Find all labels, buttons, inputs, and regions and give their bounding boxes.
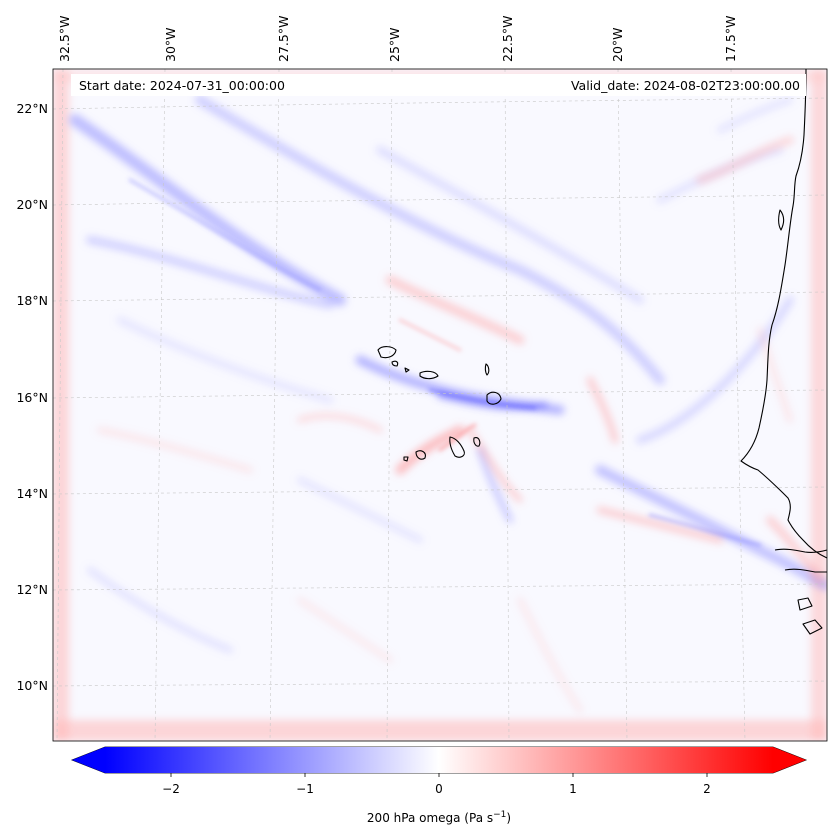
colorbar-min-extend bbox=[72, 747, 105, 773]
lon-label: 32.5°W bbox=[57, 16, 72, 62]
lon-label: 27.5°W bbox=[276, 16, 291, 62]
lat-label: 20°N bbox=[16, 197, 48, 212]
gridlines bbox=[52, 68, 828, 742]
lat-label: 18°N bbox=[16, 293, 48, 308]
colorbar-tick-label: 1 bbox=[569, 782, 577, 796]
island-santo-antao bbox=[377, 346, 397, 359]
ascent-bands bbox=[69, 95, 827, 653]
detail-streaks bbox=[128, 178, 762, 547]
colorbar-label-prefix: 200 hPa omega (Pa s bbox=[367, 811, 493, 825]
latitude-labels: 22°N 20°N 18°N 16°N 14°N 12°N 10°N bbox=[16, 101, 48, 693]
colorbar-ticks bbox=[170, 773, 708, 777]
island-santa-luzia bbox=[404, 367, 410, 373]
colorbar-label-sup: −1 bbox=[493, 810, 506, 820]
island-sal bbox=[484, 363, 490, 376]
lon-label: 30°W bbox=[163, 27, 178, 62]
colorbar: −2 −1 0 1 2 200 hPa omega (Pa s−1) bbox=[70, 746, 808, 825]
map-background bbox=[53, 69, 827, 741]
map-frame bbox=[52, 68, 828, 742]
island-fogo bbox=[415, 450, 426, 460]
colorbar-tick-label: 2 bbox=[703, 782, 711, 796]
lon-label: 20°W bbox=[610, 27, 625, 62]
island-boa-vista bbox=[486, 391, 502, 405]
africa-coastline bbox=[740, 68, 828, 559]
lon-label: 25°W bbox=[387, 27, 402, 62]
lon-label: 22.5°W bbox=[500, 16, 515, 62]
start-date: Start date: 2024-07-31_00:00:00 bbox=[79, 78, 285, 93]
valid-date: Valid_date: 2024-08-02T23:00:00.00 bbox=[571, 78, 800, 93]
island-sao-nicolau bbox=[419, 370, 439, 380]
colorbar-max-extend bbox=[773, 747, 806, 773]
colorbar-tick-label: −1 bbox=[296, 782, 314, 796]
colorbar-label-suffix: ) bbox=[506, 811, 511, 825]
island-sao-vicente bbox=[391, 360, 399, 367]
lat-label: 16°N bbox=[16, 390, 48, 405]
colorbar-tick-label: 0 bbox=[435, 782, 443, 796]
island-maio bbox=[473, 437, 481, 447]
lat-label: 22°N bbox=[16, 101, 48, 116]
header-band bbox=[71, 74, 806, 96]
colorbar-label: 200 hPa omega (Pa s−1) bbox=[367, 810, 511, 825]
colorbar-gradient bbox=[105, 747, 773, 773]
coastlines bbox=[377, 68, 828, 635]
island-santiago bbox=[449, 436, 465, 458]
island-brava bbox=[403, 456, 409, 462]
lat-label: 12°N bbox=[16, 582, 48, 597]
lat-label: 10°N bbox=[16, 678, 48, 693]
longitude-labels: 32.5°W 30°W 27.5°W 25°W 22.5°W 20°W 17.5… bbox=[57, 16, 738, 62]
colorbar-tick-label: −2 bbox=[162, 782, 180, 796]
lat-label: 14°N bbox=[16, 486, 48, 501]
map-panel: Start date: 2024-07-31_00:00:00 Valid_da… bbox=[52, 68, 828, 742]
lon-label: 17.5°W bbox=[723, 16, 738, 62]
